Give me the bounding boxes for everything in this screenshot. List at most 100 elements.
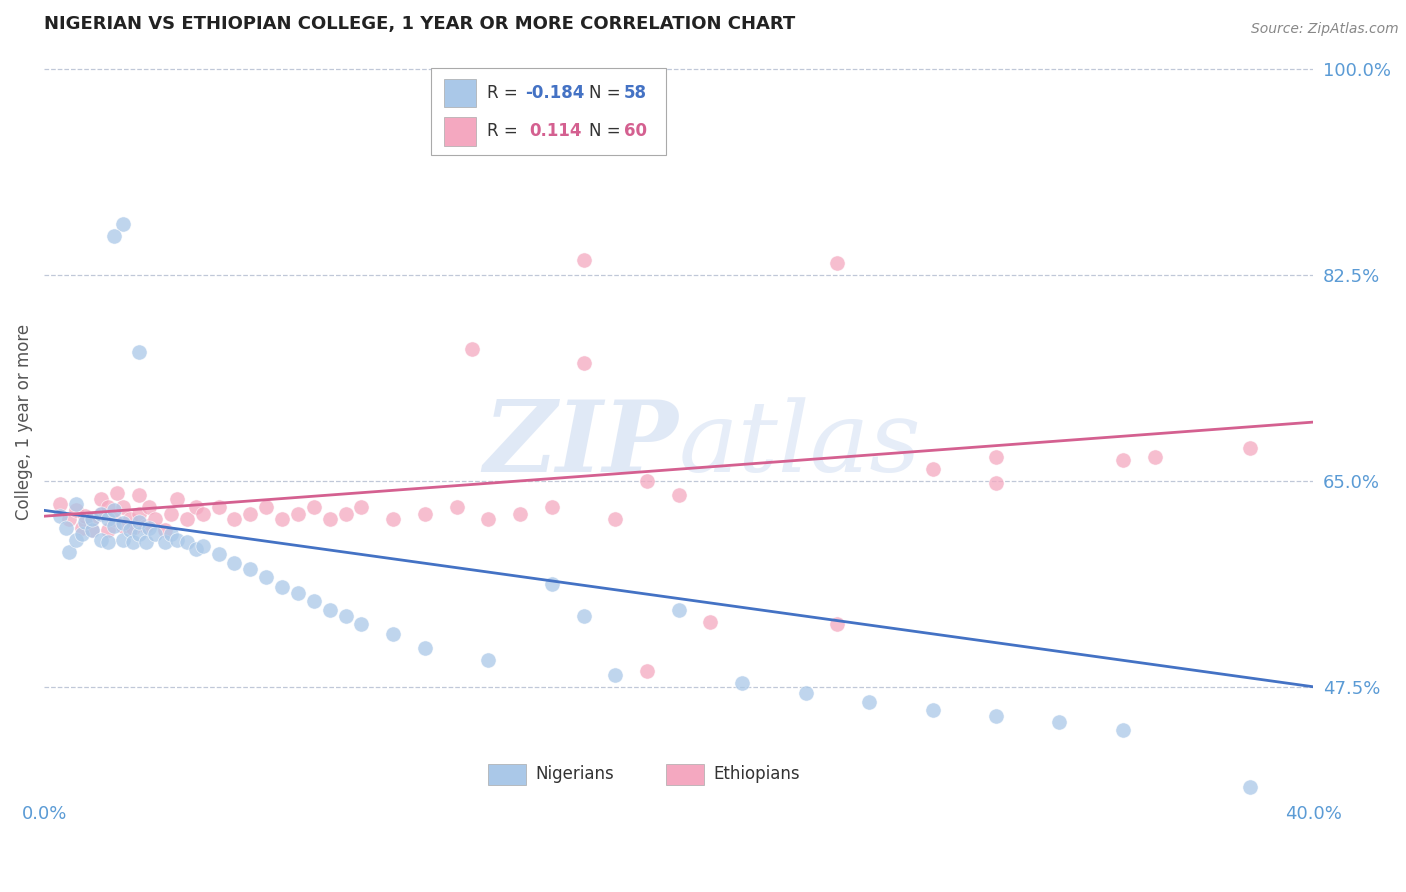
Point: [350, 617, 373, 632]
Point: [239, 562, 262, 576]
Text: N =: N =: [589, 122, 626, 141]
Y-axis label: College, 1 year or more: College, 1 year or more: [15, 324, 32, 520]
Point: [636, 474, 658, 488]
Point: [80, 511, 103, 525]
Point: [80, 524, 103, 538]
Text: R =: R =: [486, 122, 529, 141]
Point: [271, 511, 294, 525]
Point: [128, 507, 150, 521]
Point: [382, 627, 405, 641]
Point: [138, 500, 160, 514]
Text: R =: R =: [486, 84, 523, 102]
Point: [138, 521, 160, 535]
Point: [55, 521, 77, 535]
Point: [128, 344, 150, 359]
Text: Nigerians: Nigerians: [536, 765, 614, 783]
Point: [605, 511, 627, 525]
Point: [128, 488, 150, 502]
Point: [105, 485, 128, 500]
FancyBboxPatch shape: [666, 764, 704, 785]
Point: [302, 594, 325, 608]
Point: [90, 491, 112, 506]
Point: [176, 535, 198, 549]
Point: [239, 507, 262, 521]
Text: 0.114: 0.114: [529, 122, 582, 141]
Point: [103, 511, 125, 525]
Point: [984, 709, 1007, 723]
Point: [446, 500, 468, 514]
FancyBboxPatch shape: [488, 764, 526, 785]
Point: [1049, 714, 1071, 729]
Point: [350, 500, 373, 514]
Point: [207, 547, 229, 561]
Point: [254, 570, 277, 584]
Point: [731, 676, 754, 690]
Point: [97, 500, 120, 514]
Point: [80, 511, 103, 525]
Point: [318, 603, 340, 617]
Point: [191, 507, 214, 521]
Point: [191, 539, 214, 553]
Text: ZIP: ZIP: [484, 396, 679, 493]
Point: [509, 507, 531, 521]
Point: [97, 524, 120, 538]
Point: [49, 498, 72, 512]
Text: N =: N =: [589, 84, 626, 102]
Point: [477, 511, 499, 525]
Point: [572, 609, 595, 624]
Point: [572, 252, 595, 267]
Point: [1239, 441, 1261, 455]
Point: [540, 577, 562, 591]
Point: [413, 507, 436, 521]
Point: [668, 603, 690, 617]
Point: [103, 229, 125, 244]
Point: [166, 533, 188, 547]
Point: [477, 653, 499, 667]
Point: [572, 356, 595, 370]
Point: [49, 509, 72, 524]
Point: [90, 507, 112, 521]
Point: [70, 521, 93, 535]
FancyBboxPatch shape: [432, 69, 666, 155]
Point: [143, 526, 166, 541]
Point: [90, 507, 112, 521]
Point: [984, 450, 1007, 465]
Point: [224, 556, 246, 570]
Point: [186, 500, 208, 514]
Point: [335, 609, 357, 624]
Point: [103, 503, 125, 517]
Point: [122, 521, 145, 535]
Text: NIGERIAN VS ETHIOPIAN COLLEGE, 1 YEAR OR MORE CORRELATION CHART: NIGERIAN VS ETHIOPIAN COLLEGE, 1 YEAR OR…: [44, 15, 796, 33]
FancyBboxPatch shape: [444, 117, 475, 145]
Point: [118, 511, 141, 525]
Point: [1112, 452, 1135, 467]
Point: [1143, 450, 1166, 465]
Point: [160, 507, 183, 521]
Point: [176, 511, 198, 525]
Point: [224, 511, 246, 525]
Point: [75, 515, 97, 529]
Point: [1112, 723, 1135, 738]
Text: Ethiopians: Ethiopians: [713, 765, 800, 783]
Text: -0.184: -0.184: [524, 84, 585, 102]
Point: [540, 500, 562, 514]
Point: [112, 218, 135, 232]
Point: [984, 476, 1007, 491]
Point: [118, 524, 141, 538]
Text: 58: 58: [624, 84, 647, 102]
Point: [160, 526, 183, 541]
Point: [103, 518, 125, 533]
Point: [112, 533, 135, 547]
Point: [97, 511, 120, 525]
Text: atlas: atlas: [679, 397, 921, 492]
Point: [166, 491, 188, 506]
Point: [921, 703, 943, 717]
Point: [335, 507, 357, 521]
Point: [65, 498, 87, 512]
Point: [699, 615, 721, 629]
Point: [90, 533, 112, 547]
Point: [97, 535, 120, 549]
Point: [153, 535, 176, 549]
Point: [70, 526, 93, 541]
Point: [271, 580, 294, 594]
